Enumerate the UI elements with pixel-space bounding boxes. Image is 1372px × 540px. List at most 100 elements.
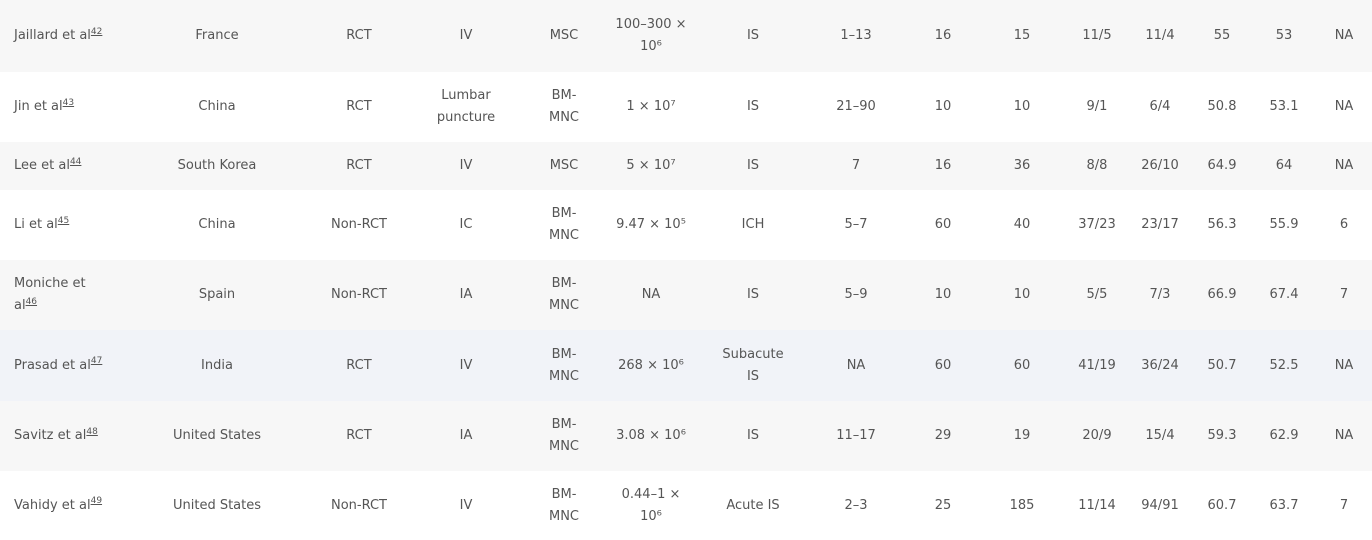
route-cell: IV	[404, 142, 528, 190]
design-cell: RCT	[314, 330, 404, 401]
country-cell: India	[120, 330, 314, 401]
stroke-type-cell: IS	[702, 0, 804, 72]
n-treatment-cell: 60	[908, 190, 978, 260]
sex-treatment-cell: 41/19	[1066, 330, 1128, 401]
author-name: Savitz et al	[14, 428, 87, 443]
design-cell: RCT	[314, 401, 404, 471]
n-control-cell: 60	[978, 330, 1066, 401]
age-control-cell: 53.1	[1252, 72, 1316, 142]
table-row: Savitz et al48 United States RCT IA BM- …	[0, 401, 1372, 471]
sex-treatment-cell: 11/5	[1066, 0, 1128, 72]
followup-cell: NA	[1316, 401, 1372, 471]
author-name: Vahidy et al	[14, 497, 91, 513]
time-cell: 2–3	[804, 471, 908, 540]
n-control-cell: 15	[978, 0, 1066, 72]
sex-control-cell: 26/10	[1128, 142, 1192, 190]
sex-treatment-cell: 20/9	[1066, 401, 1128, 471]
design-cell: RCT	[314, 72, 404, 142]
author-cell: Lee et al44	[0, 142, 120, 190]
age-treatment-cell: 55	[1192, 0, 1252, 72]
reference-link[interactable]: 48	[86, 426, 98, 437]
author-name: Jaillard et al	[14, 28, 91, 43]
sex-treatment-cell: 11/14	[1066, 471, 1128, 540]
age-control-cell: 53	[1252, 0, 1316, 72]
stroke-type-cell: IS	[702, 260, 804, 330]
sex-control-cell: 36/24	[1128, 330, 1192, 401]
design-cell: RCT	[314, 142, 404, 190]
route-cell: IA	[404, 401, 528, 471]
n-control-cell: 40	[978, 190, 1066, 260]
age-treatment-cell: 59.3	[1192, 401, 1252, 471]
design-cell: RCT	[314, 0, 404, 72]
route-cell: IC	[404, 190, 528, 260]
cell-type-cell: BM- MNC	[528, 72, 600, 142]
author-name: Lee et al	[14, 158, 70, 173]
stroke-type-cell: IS	[702, 401, 804, 471]
time-cell: 7	[804, 142, 908, 190]
n-treatment-cell: 29	[908, 401, 978, 471]
n-treatment-cell: 16	[908, 142, 978, 190]
stroke-type-cell: IS	[702, 142, 804, 190]
country-cell: United States	[120, 401, 314, 471]
n-treatment-cell: 16	[908, 0, 978, 72]
age-treatment-cell: 56.3	[1192, 190, 1252, 260]
sex-treatment-cell: 8/8	[1066, 142, 1128, 190]
cell-type-cell: BM- MNC	[528, 330, 600, 401]
route-cell: IV	[404, 471, 528, 540]
reference-link[interactable]: 46	[25, 296, 38, 307]
reference-link[interactable]: 42	[90, 26, 103, 37]
time-cell: 5–9	[804, 260, 908, 330]
reference-link[interactable]: 44	[69, 156, 82, 167]
age-treatment-cell: 64.9	[1192, 142, 1252, 190]
n-control-cell: 36	[978, 142, 1066, 190]
author-cell: Savitz et al48	[0, 401, 120, 471]
cell-type-cell: BM- MNC	[528, 190, 600, 260]
age-control-cell: 55.9	[1252, 190, 1316, 260]
country-cell: United States	[120, 471, 314, 540]
dose-cell: 1 × 10⁷	[600, 72, 702, 142]
age-control-cell: 52.5	[1252, 330, 1316, 401]
route-cell: IV	[404, 0, 528, 72]
table-row: Lee et al44 South Korea RCT IV MSC 5 × 1…	[0, 142, 1372, 190]
design-cell: Non-RCT	[314, 260, 404, 330]
followup-cell: NA	[1316, 330, 1372, 401]
table-row: Prasad et al47 India RCT IV BM- MNC 268 …	[0, 330, 1372, 401]
author-cell: Jaillard et al42	[0, 0, 120, 72]
dose-cell: 268 × 10⁶	[600, 330, 702, 401]
n-treatment-cell: 10	[908, 260, 978, 330]
dose-cell: 100–300 × 10⁶	[600, 0, 702, 72]
dose-cell: NA	[600, 260, 702, 330]
sex-control-cell: 6/4	[1128, 72, 1192, 142]
author-cell: Li et al45	[0, 190, 120, 260]
table-row: Jin et al43 China RCT Lumbar puncture BM…	[0, 72, 1372, 142]
table-row: Li et al45 China Non-RCT IC BM- MNC 9.47…	[0, 190, 1372, 260]
reference-link[interactable]: 49	[90, 496, 103, 507]
country-cell: South Korea	[120, 142, 314, 190]
reference-link[interactable]: 45	[57, 215, 70, 226]
cell-type-cell: BM- MNC	[528, 471, 600, 540]
time-cell: 1–13	[804, 0, 908, 72]
dose-cell: 5 × 10⁷	[600, 142, 702, 190]
n-control-cell: 10	[978, 260, 1066, 330]
cell-type-cell: MSC	[528, 0, 600, 72]
reference-link[interactable]: 43	[62, 97, 75, 108]
route-cell: Lumbar puncture	[404, 72, 528, 142]
n-control-cell: 19	[978, 401, 1066, 471]
table-row: Vahidy et al49 United States Non-RCT IV …	[0, 471, 1372, 540]
followup-cell: NA	[1316, 142, 1372, 190]
design-cell: Non-RCT	[314, 190, 404, 260]
route-cell: IA	[404, 260, 528, 330]
sex-control-cell: 94/91	[1128, 471, 1192, 540]
table-row: Jaillard et al42 France RCT IV MSC 100–3…	[0, 0, 1372, 72]
time-cell: 11–17	[804, 401, 908, 471]
n-treatment-cell: 10	[908, 72, 978, 142]
followup-cell: NA	[1316, 72, 1372, 142]
n-treatment-cell: 25	[908, 471, 978, 540]
sex-treatment-cell: 5/5	[1066, 260, 1128, 330]
author-name: Li et al	[14, 217, 58, 232]
reference-link[interactable]: 47	[90, 356, 103, 367]
dose-cell: 0.44–1 × 10⁶	[600, 471, 702, 540]
age-control-cell: 67.4	[1252, 260, 1316, 330]
sex-treatment-cell: 9/1	[1066, 72, 1128, 142]
author-cell: Moniche et al46	[0, 260, 120, 330]
